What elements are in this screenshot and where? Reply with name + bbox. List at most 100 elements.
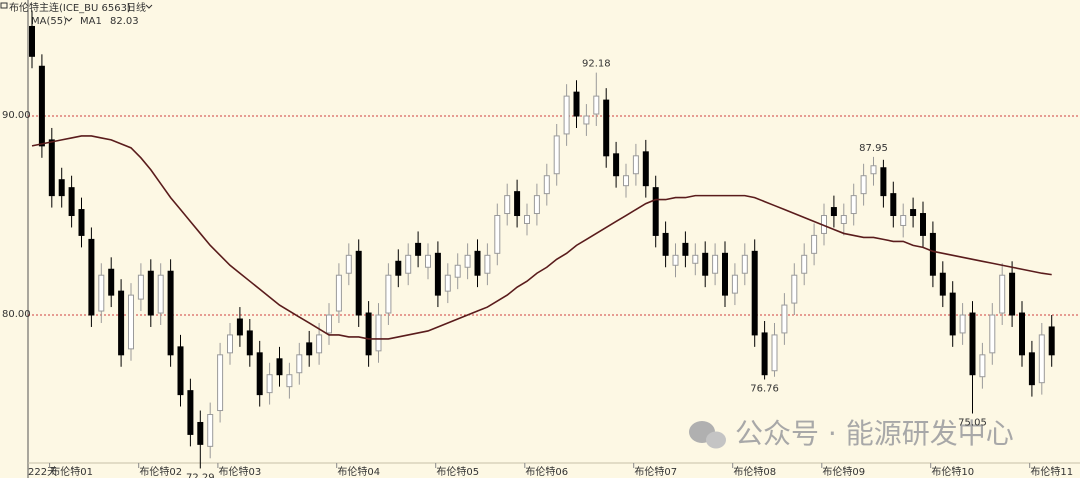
x-tick-label: 布伦特08: [733, 465, 776, 478]
candle-body: [207, 414, 214, 447]
candle-body: [999, 274, 1006, 314]
candle-body: [147, 270, 154, 316]
candle-body: [78, 209, 85, 236]
y-tick-label: 90.00: [2, 110, 31, 121]
candle-body: [454, 264, 461, 278]
candle-body: [1028, 352, 1035, 386]
candle-body: [98, 274, 105, 312]
candle-body: [286, 374, 293, 388]
candle-body: [276, 358, 283, 376]
candle-body: [702, 252, 709, 276]
candle-body: [38, 65, 45, 147]
candle-body: [375, 314, 382, 352]
candle-body: [256, 352, 263, 396]
candle-body: [157, 274, 164, 314]
candle-body: [969, 312, 976, 376]
candle-body: [722, 252, 728, 296]
period-dropdown[interactable]: [145, 4, 153, 9]
candle-body: [48, 139, 55, 197]
candle-body: [672, 254, 679, 266]
candle-body: [484, 254, 491, 274]
ma-setting[interactable]: MA(55): [31, 16, 67, 27]
candle-body: [365, 312, 372, 356]
candle-body: [474, 250, 481, 276]
candle-body: [573, 91, 580, 117]
candle-body: [712, 254, 719, 274]
extreme-label: 87.95: [859, 143, 888, 154]
candle-body: [128, 294, 134, 350]
candle-body: [405, 254, 412, 274]
candle-body: [850, 195, 857, 215]
candle-body: [167, 270, 174, 356]
candle-body: [543, 175, 550, 195]
candle-body: [949, 292, 956, 336]
watermark-icon: [689, 421, 726, 449]
candle-body: [306, 342, 313, 356]
candle-body: [603, 99, 610, 157]
candle-body: [494, 215, 501, 254]
candle-body: [751, 250, 758, 336]
x-tick-label: 布伦特05: [436, 465, 479, 478]
candle-body: [58, 179, 65, 197]
candle-body: [682, 242, 689, 256]
extreme-label: 76.76: [750, 383, 779, 394]
x-tick-label: 布伦特11: [1030, 465, 1073, 478]
x-tick-label: 布伦特01: [50, 465, 93, 478]
candle-body: [840, 215, 847, 224]
ma-dropdown[interactable]: [65, 17, 73, 22]
x-tick-label: 布伦特09: [822, 465, 865, 478]
period[interactable]: 日线: [126, 1, 146, 14]
candle-body: [563, 95, 570, 135]
candle-body: [444, 274, 451, 292]
x-tick-label: 布伦特03: [219, 465, 262, 478]
candle-body: [642, 151, 649, 187]
candle-body: [118, 290, 125, 356]
extreme-label: 92.18: [582, 59, 611, 70]
candle-body: [811, 234, 818, 254]
candle-body: [860, 175, 867, 195]
candle-body: [593, 95, 600, 115]
candle-body: [524, 215, 530, 224]
candle-body: [533, 195, 540, 215]
candle-body: [791, 274, 798, 304]
candle-body: [771, 334, 778, 372]
candle-body: [920, 213, 926, 236]
symbol[interactable]: 布伦特主连(ICE_BU 6563): [9, 1, 131, 14]
ma-name: MA1: [80, 16, 102, 27]
extreme-label: 72.29: [186, 472, 215, 478]
candle-body: [227, 334, 233, 354]
x-tick-label: 布伦特04: [337, 465, 380, 478]
candle-body: [979, 354, 986, 378]
candle-body: [870, 165, 877, 175]
candle-body: [632, 155, 639, 175]
candle-body: [217, 354, 224, 412]
menu-icon[interactable]: [0, 2, 8, 9]
candle-body: [335, 274, 342, 312]
candle-body: [415, 242, 422, 256]
candle-body: [652, 187, 659, 236]
candle-body: [959, 314, 966, 334]
candle-body: [761, 332, 768, 376]
candle-body: [425, 254, 431, 268]
candle-body: [553, 135, 560, 175]
watermark: 公众号 · 能源研发中心: [735, 417, 1014, 450]
x-tick-label: 布伦特10: [931, 465, 974, 478]
extreme-label: 75.05: [958, 418, 987, 429]
candle-body: [801, 254, 808, 274]
candle-body: [316, 334, 323, 354]
ma-value: 82.03: [110, 16, 139, 27]
candle-body: [910, 209, 917, 217]
candle-body: [345, 254, 352, 274]
candle-body: [137, 274, 144, 300]
candle-body: [68, 187, 75, 217]
candle-body: [989, 314, 996, 354]
candle-body: [108, 268, 115, 296]
candle-body: [246, 330, 253, 356]
candle-body: [236, 318, 243, 336]
days-label: 222天: [28, 467, 57, 478]
candle-body: [1048, 326, 1055, 356]
candle-body: [781, 304, 788, 334]
candle-body: [88, 238, 95, 316]
